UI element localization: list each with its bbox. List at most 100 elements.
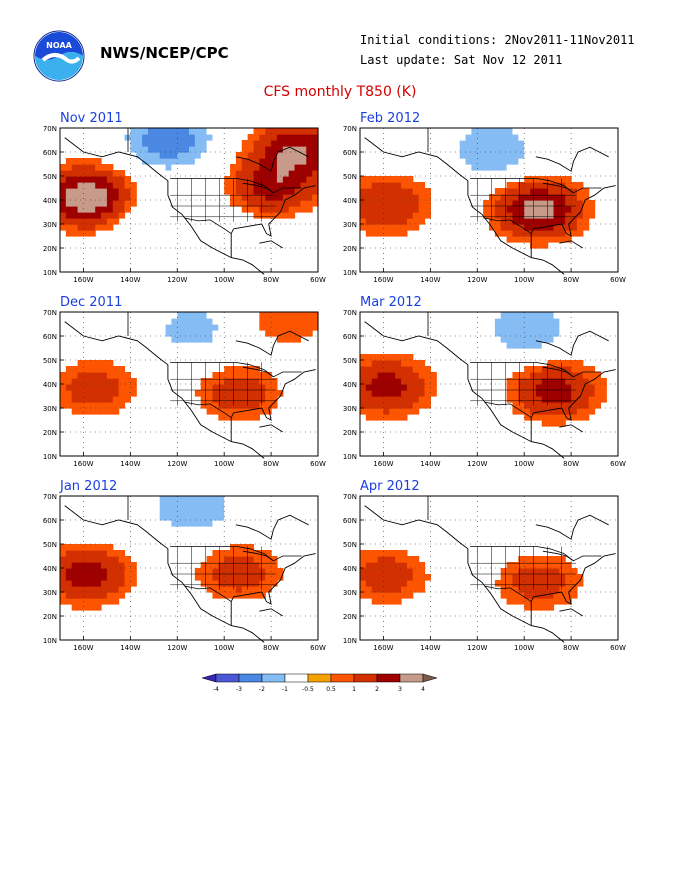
anomaly-cell [206,152,214,159]
anomaly-cell [588,408,596,415]
lon-tick-label: 80W [263,276,279,284]
anomaly-cell [95,170,102,177]
anomaly-cell [218,586,225,593]
anomaly-cell [265,562,272,569]
anomaly-cell [518,134,525,141]
anomaly-cell [300,158,307,165]
anomaly-cell [565,236,572,243]
anomaly-cell [259,556,266,563]
anomaly-cell [377,206,385,213]
anomaly-cell [265,580,272,587]
anomaly-cell [553,224,560,231]
anomaly-cell [530,146,537,153]
anomaly-cell [200,152,208,159]
anomaly-cell [282,324,290,331]
anomaly-cell [312,152,319,159]
anomaly-cell [530,604,537,611]
anomaly-cell [506,348,514,355]
anomaly-cell [447,134,455,141]
anomaly-cell [530,182,537,189]
anomaly-cell [424,384,431,391]
anomaly-cell [276,568,284,575]
anomaly-cell [494,140,502,147]
anomaly-cell [235,170,243,177]
anomaly-cell [106,390,114,397]
anomaly-cell [271,170,278,177]
anomaly-cell [541,384,549,391]
lat-tick-label: 50N [43,541,57,549]
anomaly-cell [547,598,555,605]
anomaly-cell [553,390,560,397]
anomaly-cell [541,212,549,219]
anomaly-cell [106,396,114,403]
anomaly-cell [535,188,543,195]
anomaly-cell [500,324,508,331]
anomaly-cell [582,402,590,409]
anomaly-cell [453,526,461,533]
anomaly-cell [71,544,79,551]
anomaly-cell [559,414,566,421]
anomaly-cell [112,188,120,195]
anomaly-cell [77,176,85,183]
anomaly-cell [282,134,290,141]
lat-tick-label: 40N [43,565,57,573]
anomaly-cell [559,330,566,337]
anomaly-cell [118,146,126,153]
anomaly-cell [559,402,566,409]
anomaly-cell [83,164,90,171]
anomaly-cell [194,514,202,521]
coastline [170,178,302,194]
anomaly-cell [206,342,214,349]
anomaly-cell [483,330,490,337]
anomaly-cell [165,224,173,231]
lat-tick-label: 40N [43,197,57,205]
anomaly-cell [282,152,290,159]
anomaly-cell [300,170,307,177]
anomaly-cell [65,544,73,551]
anomaly-cell [77,604,85,611]
anomaly-cell [153,336,161,343]
anomaly-cell [547,206,555,213]
anomaly-cell [200,568,208,575]
anomaly-cell [524,312,531,319]
anomaly-cell [518,390,525,397]
anomaly-cell [306,330,313,337]
anomaly-cell [483,134,490,141]
lon-tick-label: 100W [214,644,234,652]
anomaly-cell [512,336,519,343]
anomaly-cell [83,556,90,563]
anomaly-cell [453,520,461,527]
anomaly-cell [89,544,96,551]
anomaly-cell [89,158,96,165]
anomaly-cell [371,592,379,599]
anomaly-cell [306,312,313,319]
anomaly-cell [165,336,173,343]
anomaly-cell [383,372,390,379]
anomaly-cell [588,396,596,403]
anomaly-cell [89,224,96,231]
anomaly-cell [512,402,519,409]
lat-tick-label: 50N [43,357,57,365]
anomaly-cell [230,390,237,397]
anomaly-cell [377,378,385,385]
anomaly-cell [212,580,219,587]
anomaly-cell [553,206,560,213]
anomaly-cell [177,128,184,135]
anomaly-cell [518,158,525,165]
anomaly-cell [235,200,243,207]
anomaly-cell [77,206,85,213]
anomaly-cell [159,526,167,533]
anomaly-cell [406,402,414,409]
anomaly-cell [389,194,396,201]
anomaly-cell [271,574,278,581]
lat-tick-label: 60N [43,333,57,341]
anomaly-cell [506,134,514,141]
colorbar-label: -4 [213,686,219,693]
anomaly-cell [489,170,496,177]
anomaly-cell [224,372,231,379]
anomaly-cell [535,182,543,189]
anomaly-cell [189,496,196,503]
anomaly-cell [71,592,79,599]
anomaly-cell [71,604,79,611]
anomaly-cell [300,140,307,147]
